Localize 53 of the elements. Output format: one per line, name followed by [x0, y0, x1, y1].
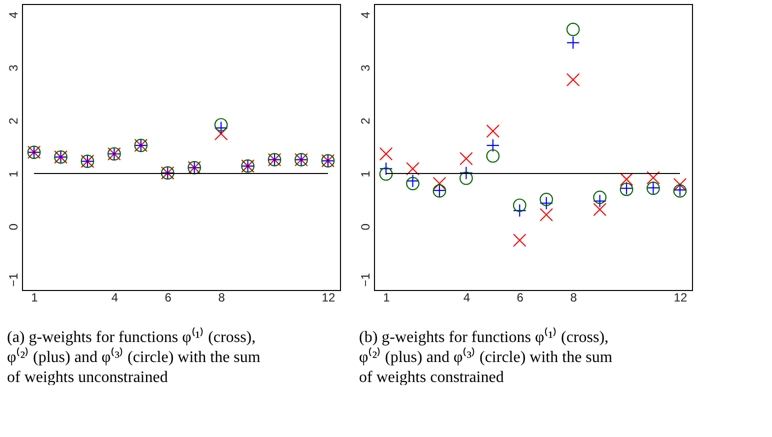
point	[540, 192, 554, 206]
point	[673, 178, 687, 192]
point	[460, 152, 473, 166]
x-tick-label: 12	[674, 290, 688, 304]
point	[593, 194, 606, 208]
y-tick-label: −1	[358, 272, 372, 287]
x-tick-label: 8	[570, 290, 578, 304]
x-tick-label: 4	[463, 290, 470, 304]
y-tick-label: 3	[6, 64, 20, 72]
point	[214, 127, 228, 140]
y-tick-label: 2	[6, 117, 20, 124]
x-tick-label: 1	[31, 290, 38, 304]
point	[486, 138, 500, 152]
point	[620, 172, 634, 186]
x-tick-label: 8	[218, 290, 226, 304]
point	[214, 121, 228, 135]
point	[486, 124, 500, 138]
point	[406, 174, 420, 188]
point	[379, 147, 393, 161]
point	[593, 202, 606, 216]
y-tick-label: 3	[358, 64, 372, 72]
y-tick-label: 2	[358, 117, 372, 124]
point	[540, 196, 554, 210]
x-tick-label: 12	[322, 290, 336, 304]
y-tick-label: 0	[358, 223, 372, 230]
point	[512, 234, 526, 247]
point	[646, 171, 660, 184]
point	[540, 208, 554, 222]
point	[566, 73, 580, 86]
point	[406, 162, 420, 176]
y-tick-label: 1	[6, 170, 20, 178]
point	[379, 167, 393, 181]
point	[214, 118, 228, 132]
point	[593, 190, 606, 204]
point	[512, 198, 526, 212]
x-tick-label: 4	[111, 290, 118, 304]
x-tick-label: 1	[383, 290, 390, 304]
point	[460, 166, 473, 180]
y-tick-label: 1	[358, 170, 372, 178]
point	[379, 162, 393, 176]
y-tick-label: 4	[6, 11, 20, 18]
y-tick-label: −1	[6, 272, 20, 287]
point	[460, 172, 473, 185]
y-tick-label: 0	[6, 223, 20, 230]
point	[566, 22, 580, 36]
x-tick-label: 6	[516, 290, 524, 304]
y-tick-label: 4	[358, 11, 372, 18]
x-tick-label: 6	[164, 290, 172, 304]
point	[486, 149, 500, 163]
point	[566, 36, 580, 50]
point	[432, 176, 446, 190]
point	[406, 176, 420, 190]
point	[512, 204, 526, 218]
